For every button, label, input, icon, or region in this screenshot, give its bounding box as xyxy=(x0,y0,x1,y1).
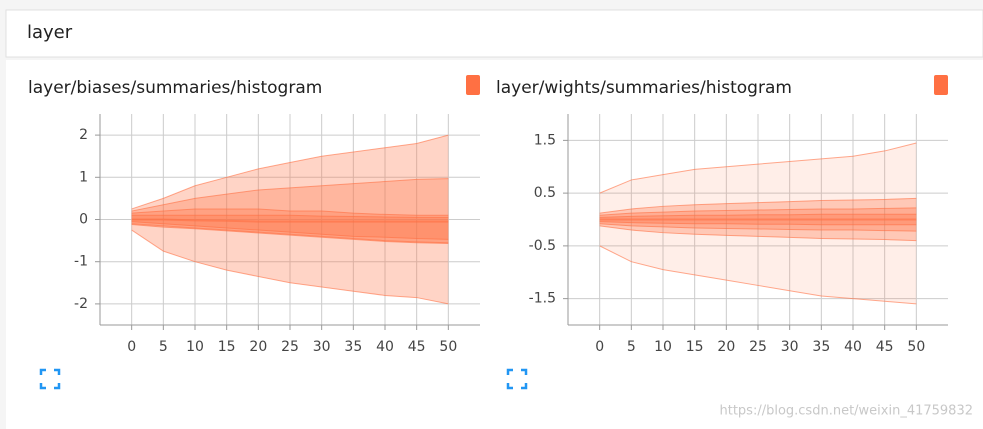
y-tick-label: -0.5 xyxy=(529,238,556,254)
x-tick-label: 50 xyxy=(907,339,925,355)
x-tick-label: 15 xyxy=(686,339,704,355)
x-tick-label: 20 xyxy=(249,339,267,355)
y-tick-label: -1 xyxy=(74,254,88,270)
percentile-line xyxy=(599,207,917,216)
x-tick-label: 25 xyxy=(749,339,767,355)
percentile-line xyxy=(131,134,449,210)
percentile-line xyxy=(599,221,917,226)
percentile-line xyxy=(599,213,917,218)
header-bar xyxy=(5,9,983,58)
y-tick-label: -2 xyxy=(74,296,88,312)
x-tick-label: 50 xyxy=(439,339,457,355)
x-tick-label: 30 xyxy=(781,339,799,355)
percentile-line xyxy=(131,208,449,216)
x-tick-label: 5 xyxy=(159,339,168,355)
percentile-line xyxy=(599,225,917,242)
x-tick-label: 40 xyxy=(376,339,394,355)
x-tick-label: 10 xyxy=(654,339,672,355)
x-tick-label: 0 xyxy=(127,339,136,355)
chart-title: layer/biases/summaries/histogram xyxy=(28,78,322,98)
y-tick-label: 1.5 xyxy=(534,132,556,148)
x-tick-label: 35 xyxy=(812,339,830,355)
percentile-line xyxy=(131,214,449,218)
y-tick-label: 1 xyxy=(79,169,88,185)
x-tick-label: 0 xyxy=(595,339,604,355)
x-tick-label: 30 xyxy=(313,339,331,355)
percentile-line xyxy=(131,178,449,212)
band xyxy=(131,135,449,304)
y-tick-label: 2 xyxy=(79,127,88,143)
chart-title: layer/wights/summaries/histogram xyxy=(496,78,792,98)
band xyxy=(131,208,449,243)
percentile-line xyxy=(599,197,917,214)
x-tick-label: 15 xyxy=(218,339,236,355)
x-tick-label: 45 xyxy=(876,339,894,355)
percentile-line xyxy=(131,218,449,223)
x-tick-label: 45 xyxy=(408,339,426,355)
x-tick-label: 35 xyxy=(344,339,362,355)
percentile-line xyxy=(131,223,449,244)
percentile-line xyxy=(599,223,917,232)
header-title: layer xyxy=(27,22,73,43)
percentile-line xyxy=(599,245,917,305)
band xyxy=(599,143,917,304)
expand-icon[interactable] xyxy=(506,368,528,390)
percentile-line xyxy=(131,224,449,245)
percentile-line xyxy=(131,221,449,240)
x-tick-label: 40 xyxy=(844,339,862,355)
color-button[interactable] xyxy=(934,75,948,95)
y-tick-label: 0 xyxy=(79,212,88,228)
x-tick-label: 5 xyxy=(627,339,636,355)
percentile-line xyxy=(599,142,917,194)
x-tick-label: 25 xyxy=(281,339,299,355)
expand-icon[interactable] xyxy=(39,368,61,390)
x-tick-label: 10 xyxy=(186,339,204,355)
y-tick-label: 0.5 xyxy=(534,185,556,201)
watermark: https://blog.csdn.net/weixin_41759832 xyxy=(719,404,973,419)
percentile-line xyxy=(131,229,449,305)
color-button[interactable] xyxy=(466,75,480,95)
card xyxy=(6,60,983,429)
x-tick-label: 20 xyxy=(717,339,735,355)
y-tick-label: -1.5 xyxy=(529,291,556,307)
